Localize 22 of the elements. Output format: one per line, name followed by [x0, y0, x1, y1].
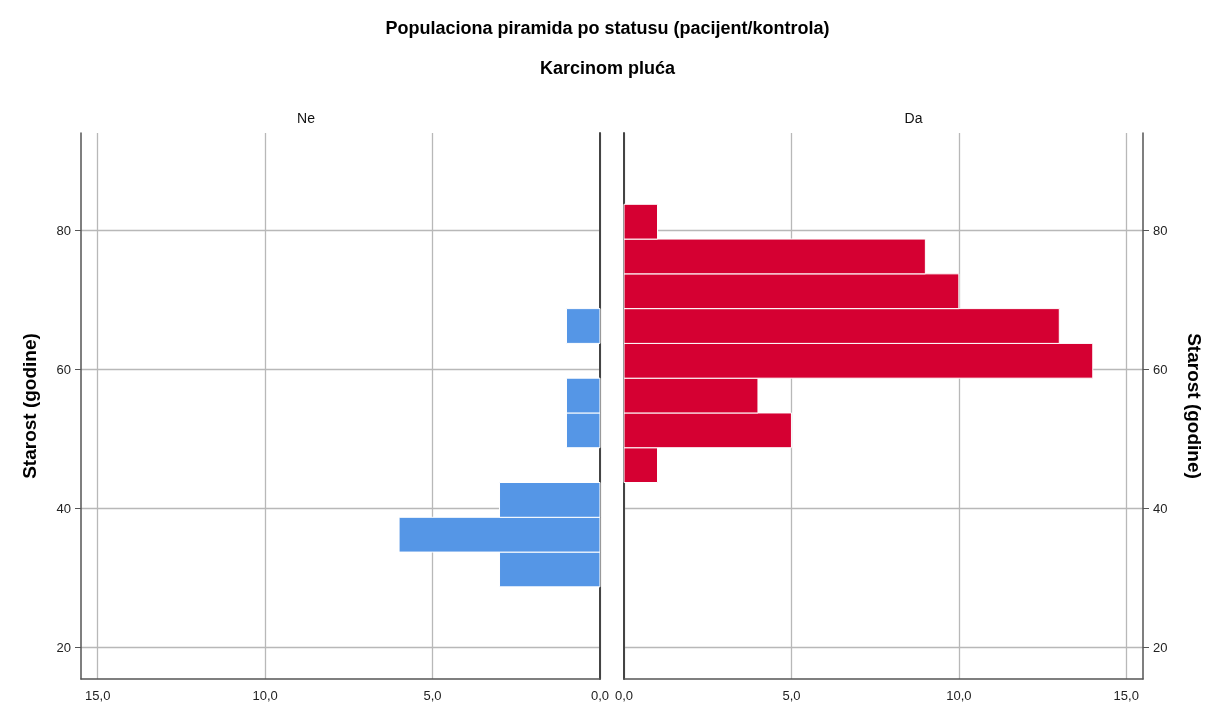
chart-title: Da: [904, 110, 923, 126]
x-tick-label: 10,0: [252, 688, 278, 702]
x-tick-label: 15,0: [1113, 688, 1139, 702]
y-tick-label: 60: [1153, 361, 1168, 377]
x-tick-label: 5,0: [423, 688, 442, 702]
y-tick-label: 40: [1153, 501, 1168, 517]
y-axis-title: Starost (godine): [1184, 333, 1205, 479]
x-tick-label: 15,0: [85, 688, 111, 702]
y-tick-label: 40: [56, 501, 71, 517]
y-tick-label: 80: [56, 222, 71, 238]
chart-title: Ne: [297, 110, 316, 126]
x-tick-label: 5,0: [782, 688, 801, 702]
y-tick-label: 60: [56, 361, 71, 377]
x-tick-label: 10,0: [946, 688, 972, 702]
y-axis-title: Starost (godine): [19, 333, 40, 479]
x-tick-label: 0,0: [590, 688, 609, 702]
x-tick-label: 0,0: [615, 688, 634, 702]
y-tick-label: 20: [1153, 640, 1168, 656]
text: Karcinom pluća: [539, 58, 676, 78]
y-tick-label: 20: [56, 640, 71, 656]
y-tick-label: 80: [1153, 222, 1168, 238]
text: Populaciona piramida po statusu (pacijent/kontrola): [385, 18, 830, 38]
